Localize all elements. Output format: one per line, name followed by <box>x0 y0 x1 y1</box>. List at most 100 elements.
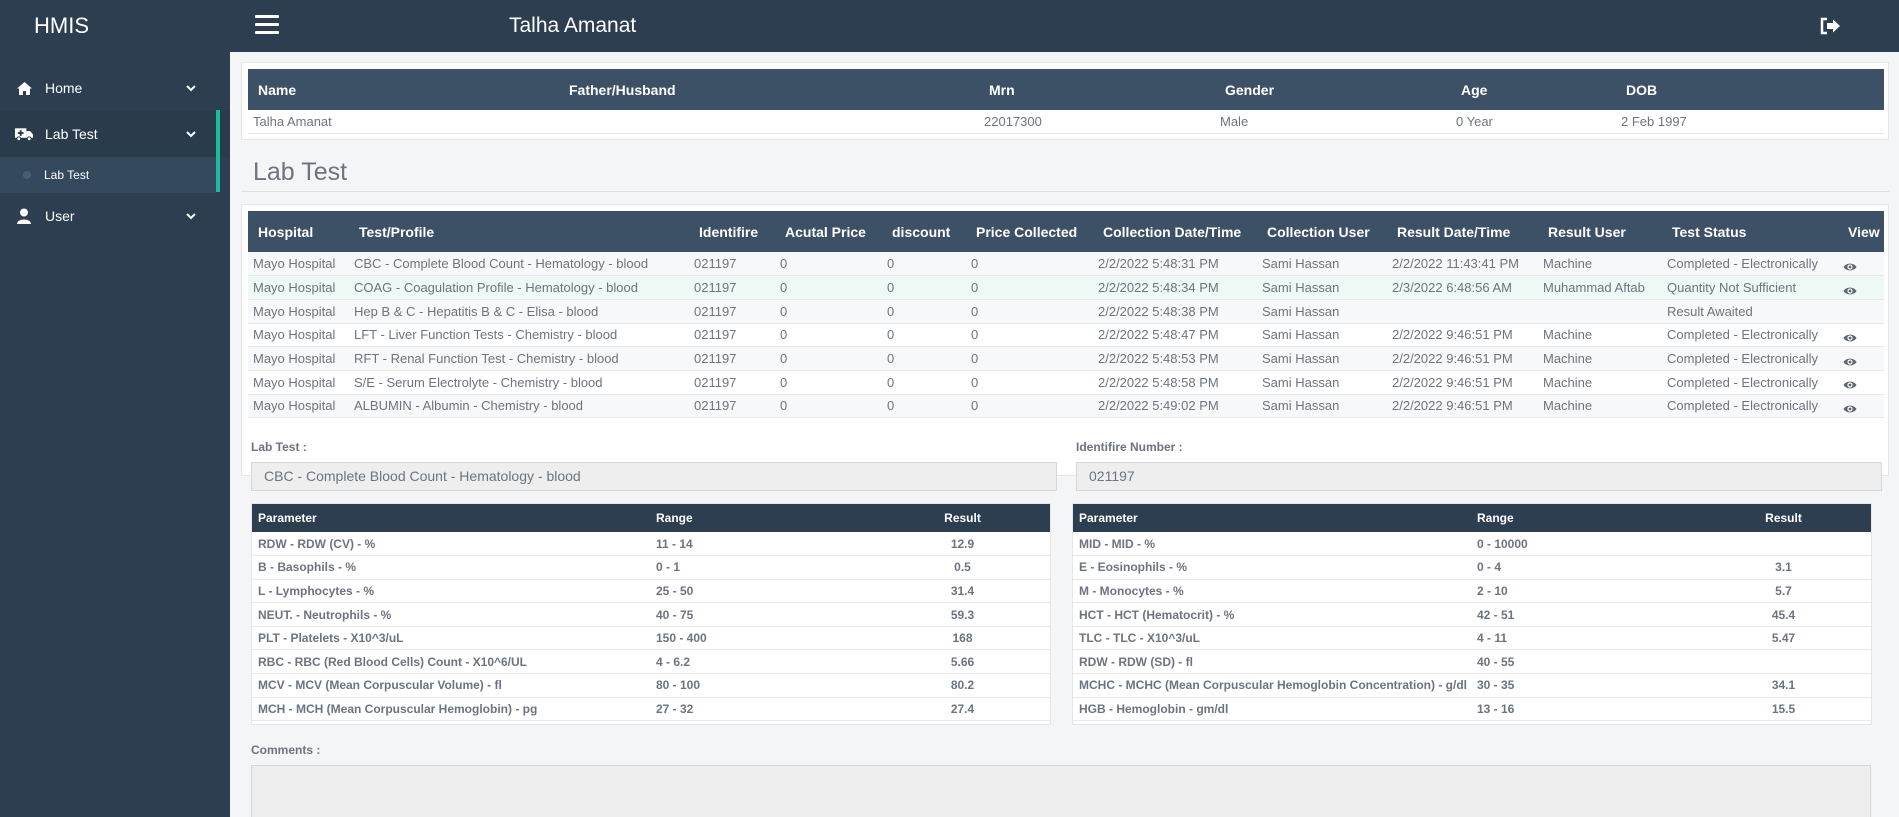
cell-parameter: B - Basophils - % <box>252 555 650 580</box>
sidebar-subitem-lab-test[interactable]: Lab Test <box>0 157 216 193</box>
table-row: Mayo Hospital Hep B & C - Hepatitis B & C… <box>248 299 1884 324</box>
eye-icon[interactable] <box>1843 260 1857 271</box>
cell-view <box>1838 252 1884 277</box>
cell-view <box>1838 299 1884 324</box>
cell-actual-price: 0 <box>775 323 882 348</box>
cell-test-profile: S/E - Serum Electrolyte - Chemistry - bl… <box>349 370 689 395</box>
main-content: Name Father/Husband Mrn Gender Age DOB T… <box>230 52 1899 817</box>
cell-discount: 0 <box>882 346 966 371</box>
cell-view <box>1838 323 1884 348</box>
top-bar: Talha Amanat <box>230 0 1899 52</box>
menu-toggle-icon[interactable] <box>255 15 279 35</box>
table-row: Mayo Hospital RFT - Renal Function Test -… <box>248 346 1884 371</box>
table-row: HCT - HCT (Hematocrit) - % 42 - 51 45.4 <box>1073 602 1871 627</box>
sidebar-subitem-label: Lab Test <box>44 168 90 182</box>
lab-tests-table: Hospital Test/Profile Identifire Acutal … <box>248 211 1884 419</box>
cell-result-date: 2/2/2022 9:46:51 PM <box>1387 394 1538 419</box>
eye-icon[interactable] <box>1843 355 1857 366</box>
cell-actual-price: 0 <box>775 370 882 395</box>
cell-result-user: Muhammad Aftab <box>1538 275 1662 300</box>
cell-range: 2 - 10 <box>1471 579 1696 604</box>
cell-discount: 0 <box>882 299 966 324</box>
lab-test-input[interactable]: CBC - Complete Blood Count - Hematology … <box>251 462 1057 491</box>
cell-parameter: MCH - MCH (Mean Corpuscular Hemoglobin) … <box>252 697 650 722</box>
cell-result-user: Machine <box>1538 346 1662 371</box>
cell-hospital: Mayo Hospital <box>248 275 349 300</box>
eye-icon[interactable] <box>1843 331 1857 342</box>
cell-range: 4 - 11 <box>1471 626 1696 651</box>
cell-result: 80.2 <box>875 673 1050 698</box>
cell-hospital: Mayo Hospital <box>248 370 349 395</box>
cell-collection-user: Sami Hassan <box>1257 275 1387 300</box>
cell-view <box>1838 370 1884 395</box>
cell-parameter: HCT - HCT (Hematocrit) - % <box>1073 602 1471 627</box>
cell-discount: 0 <box>882 275 966 300</box>
table-row: NEUT. - Neutrophils - % 40 - 75 59.3 <box>252 602 1050 627</box>
logout-icon[interactable] <box>1819 17 1841 35</box>
sidebar-item-home[interactable]: Home <box>0 65 230 111</box>
lab-test-label: Lab Test : <box>251 440 307 454</box>
identifier-label: Identifire Number : <box>1076 440 1183 454</box>
cell-parameter: TLC - TLC - X10^3/uL <box>1073 626 1471 651</box>
cell-result-user <box>1538 299 1662 324</box>
cell-actual-price: 0 <box>775 275 882 300</box>
cell-price-collected: 0 <box>966 275 1093 300</box>
cell-result-date <box>1387 299 1538 324</box>
cell-collection-date: 2/2/2022 5:48:58 PM <box>1093 370 1257 395</box>
col-father-husband: Father/Husband <box>559 69 979 110</box>
cell-range: 25 - 50 <box>650 579 875 604</box>
sidebar-item-lab-test[interactable]: Lab Test <box>0 111 230 157</box>
cell-identifier: 021197 <box>689 346 775 371</box>
cell-hospital: Mayo Hospital <box>248 346 349 371</box>
cell-parameter: L - Lymphocytes - % <box>252 579 650 604</box>
cell-discount: 0 <box>882 252 966 277</box>
cell-result <box>1696 532 1871 557</box>
cell-actual-price: 0 <box>775 346 882 371</box>
cell-result: 45.4 <box>1696 602 1871 627</box>
col-age: Age <box>1451 69 1616 110</box>
cell-range: 0 - 4 <box>1471 555 1696 580</box>
patient-info-panel: Name Father/Husband Mrn Gender Age DOB T… <box>241 62 1889 140</box>
patient-father-husband <box>559 110 979 134</box>
col-parameter: Parameter <box>1073 504 1471 532</box>
eye-icon[interactable] <box>1843 402 1857 413</box>
cell-parameter: MCHC - MCHC (Mean Corpuscular Hemoglobin… <box>1073 673 1471 698</box>
sidebar-item-label: User <box>45 208 75 224</box>
cell-identifier: 021197 <box>689 252 775 277</box>
bullet-icon <box>23 171 31 179</box>
col-mrn: Mrn <box>979 69 1215 110</box>
cell-hospital: Mayo Hospital <box>248 394 349 419</box>
table-row: Mayo Hospital LFT - Liver Function Tests … <box>248 323 1884 348</box>
eye-icon[interactable] <box>1843 284 1857 294</box>
cell-range: 42 - 51 <box>1471 602 1696 627</box>
cell-result: 34.1 <box>1696 673 1871 698</box>
cell-identifier: 021197 <box>689 323 775 348</box>
cell-hospital: Mayo Hospital <box>248 252 349 277</box>
comments-textarea[interactable] <box>251 765 1871 817</box>
brand-logo[interactable]: HMIS <box>34 13 89 38</box>
cell-result: 15.5 <box>1696 697 1871 722</box>
cell-test-status: Result Awaited <box>1662 299 1838 324</box>
patient-dob: 2 Feb 1997 <box>1616 110 1884 134</box>
col-range: Range <box>1471 504 1696 532</box>
identifier-input[interactable]: 021197 <box>1076 462 1882 491</box>
table-row: Mayo Hospital S/E - Serum Electrolyte - C… <box>248 370 1884 395</box>
cell-collection-user: Sami Hassan <box>1257 252 1387 277</box>
cell-test-status: Completed - Electronically <box>1662 370 1838 395</box>
cell-collection-date: 2/2/2022 5:48:53 PM <box>1093 346 1257 371</box>
lab-tests-panel: Hospital Test/Profile Identifire Acutal … <box>241 204 1889 476</box>
cell-parameter: PLT - Platelets - X10^3/uL <box>252 626 650 651</box>
cell-parameter: MCV - MCV (Mean Corpuscular Volume) - fl <box>252 673 650 698</box>
cell-collection-date: 2/2/2022 5:49:02 PM <box>1093 394 1257 419</box>
table-row: Mayo Hospital CBC - Complete Blood Count … <box>248 252 1884 277</box>
cell-range: 13 - 16 <box>1471 697 1696 722</box>
left-parameters-panel: Parameter Range Result RDW - RDW (CV) - … <box>251 503 1051 725</box>
eye-icon[interactable] <box>1843 378 1857 389</box>
table-row: MCV - MCV (Mean Corpuscular Volume) - fl… <box>252 673 1050 698</box>
cell-view <box>1838 394 1884 419</box>
sidebar-item-user[interactable]: User <box>0 193 230 239</box>
cell-hospital: Mayo Hospital <box>248 323 349 348</box>
table-row: MCH - MCH (Mean Corpuscular Hemoglobin) … <box>252 697 1050 722</box>
cell-test-profile: Hep B & C - Hepatitis B & C - Elisa - bl… <box>349 299 689 324</box>
col-test-status: Test Status <box>1662 211 1838 252</box>
